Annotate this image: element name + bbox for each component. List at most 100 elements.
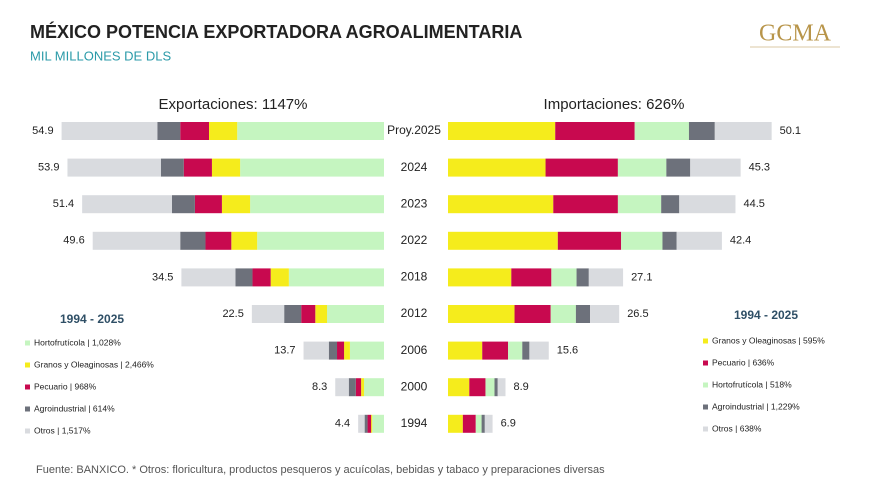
legend-swatch [703,360,708,366]
category-label: 2022 [401,233,428,247]
category-label: 2006 [401,343,428,357]
bar-segment [194,195,222,214]
bar-segment [252,268,271,287]
legend-label: Agroindustrial | 614% [34,403,115,413]
bar-segment [448,414,463,433]
total-label: 53.9 [38,162,59,174]
bar-segment [349,341,384,360]
bar-segment [250,195,384,214]
source-note: Fuente: BANXICO. * Otros: floricultura, … [36,464,605,476]
bar-segment [714,122,772,140]
bar-segment [367,414,372,433]
total-label: 6.9 [501,418,516,430]
bar-segment [180,122,209,140]
bar-segment [690,158,741,177]
bar-segment [484,414,493,433]
bar-segment [344,341,350,360]
bar-segment [160,158,184,177]
bar-segment [462,414,476,433]
bar-segment [494,378,498,397]
bar-segment [372,414,384,433]
total-label: 44.5 [743,198,764,210]
bar-segment [617,195,662,214]
bar-segment [303,341,329,360]
bar-segment [183,158,212,177]
bar-segment [257,231,384,250]
bar-segment [485,378,495,397]
total-label: 50.1 [780,125,801,137]
page-title: MÉXICO POTENCIA EXPORTADORA AGROALIMENTA… [30,21,522,42]
bar-segment [590,305,620,323]
legend-swatch [703,338,708,344]
total-label: 15.6 [557,345,578,357]
legend-swatch [703,404,708,410]
bar-segment [551,268,577,287]
bar-segment [475,414,482,433]
category-label: 1994 [401,416,428,430]
bar-segment [335,378,349,397]
bar-segment [617,158,667,177]
bar-segment [251,305,285,323]
bar-segment [61,122,158,140]
bar-segment [497,378,506,397]
bar-segment [448,268,512,287]
bar-segment [288,268,384,287]
bar-segment [634,122,689,140]
bar-segment [284,305,302,323]
total-label: 8.9 [513,381,528,393]
legend-swatch [25,406,30,412]
legend-label: Pecuario | 636% [712,357,775,367]
bar-segment [211,158,241,177]
total-label: 27.1 [631,271,652,283]
bar-segment [545,158,618,177]
legend-swatch [25,384,30,390]
bar-segment [358,414,365,433]
total-label: 4.4 [335,418,350,430]
bar-segment [315,305,328,323]
legend-title: 1994 - 2025 [60,312,124,326]
legend-swatch [25,340,30,346]
legend-label: Granos y Oleaginosas | 595% [712,335,825,345]
bar-segment [157,122,181,140]
bar-segment [364,378,384,397]
bar-segment [553,195,618,214]
bar-segment [529,341,549,360]
bar-segment [676,231,722,250]
bar-segment [235,268,253,287]
category-label: 2000 [401,379,428,393]
bar-segment [240,158,384,177]
bar-segment [688,122,715,140]
total-label: 49.6 [63,235,84,247]
legend-title: 1994 - 2025 [734,308,798,322]
bar-segment [557,231,622,250]
legend-label: Agroindustrial | 1,229% [712,401,800,411]
total-label: 45.3 [749,162,770,174]
bar-segment [469,378,486,397]
bar-segment [448,341,483,360]
bar-segment [82,195,172,214]
bar-segment [555,122,635,140]
category-label: 2018 [401,270,428,284]
legend-swatch [703,426,708,432]
bar-segment [448,122,556,140]
legend-swatch [703,382,708,388]
bar-segment [508,341,523,360]
total-label: 26.5 [627,308,648,320]
bar-segment [364,414,368,433]
total-label: 22.5 [222,308,243,320]
legend-label: Hortofrutícola | 1,028% [34,337,121,347]
bar-segment [348,378,356,397]
chart-title: Exportaciones: 1147% [159,96,308,113]
bar-segment [301,305,316,323]
legend-label: Otros | 638% [712,423,762,433]
bar-segment [221,195,251,214]
bar-segment [550,305,576,323]
bar-segment [231,231,258,250]
bar-segment [448,195,554,214]
bar-segment [270,268,289,287]
bar-segment [355,378,362,397]
total-label: 42.4 [730,235,751,247]
bar-segment [661,195,680,214]
bar-segment [588,268,624,287]
